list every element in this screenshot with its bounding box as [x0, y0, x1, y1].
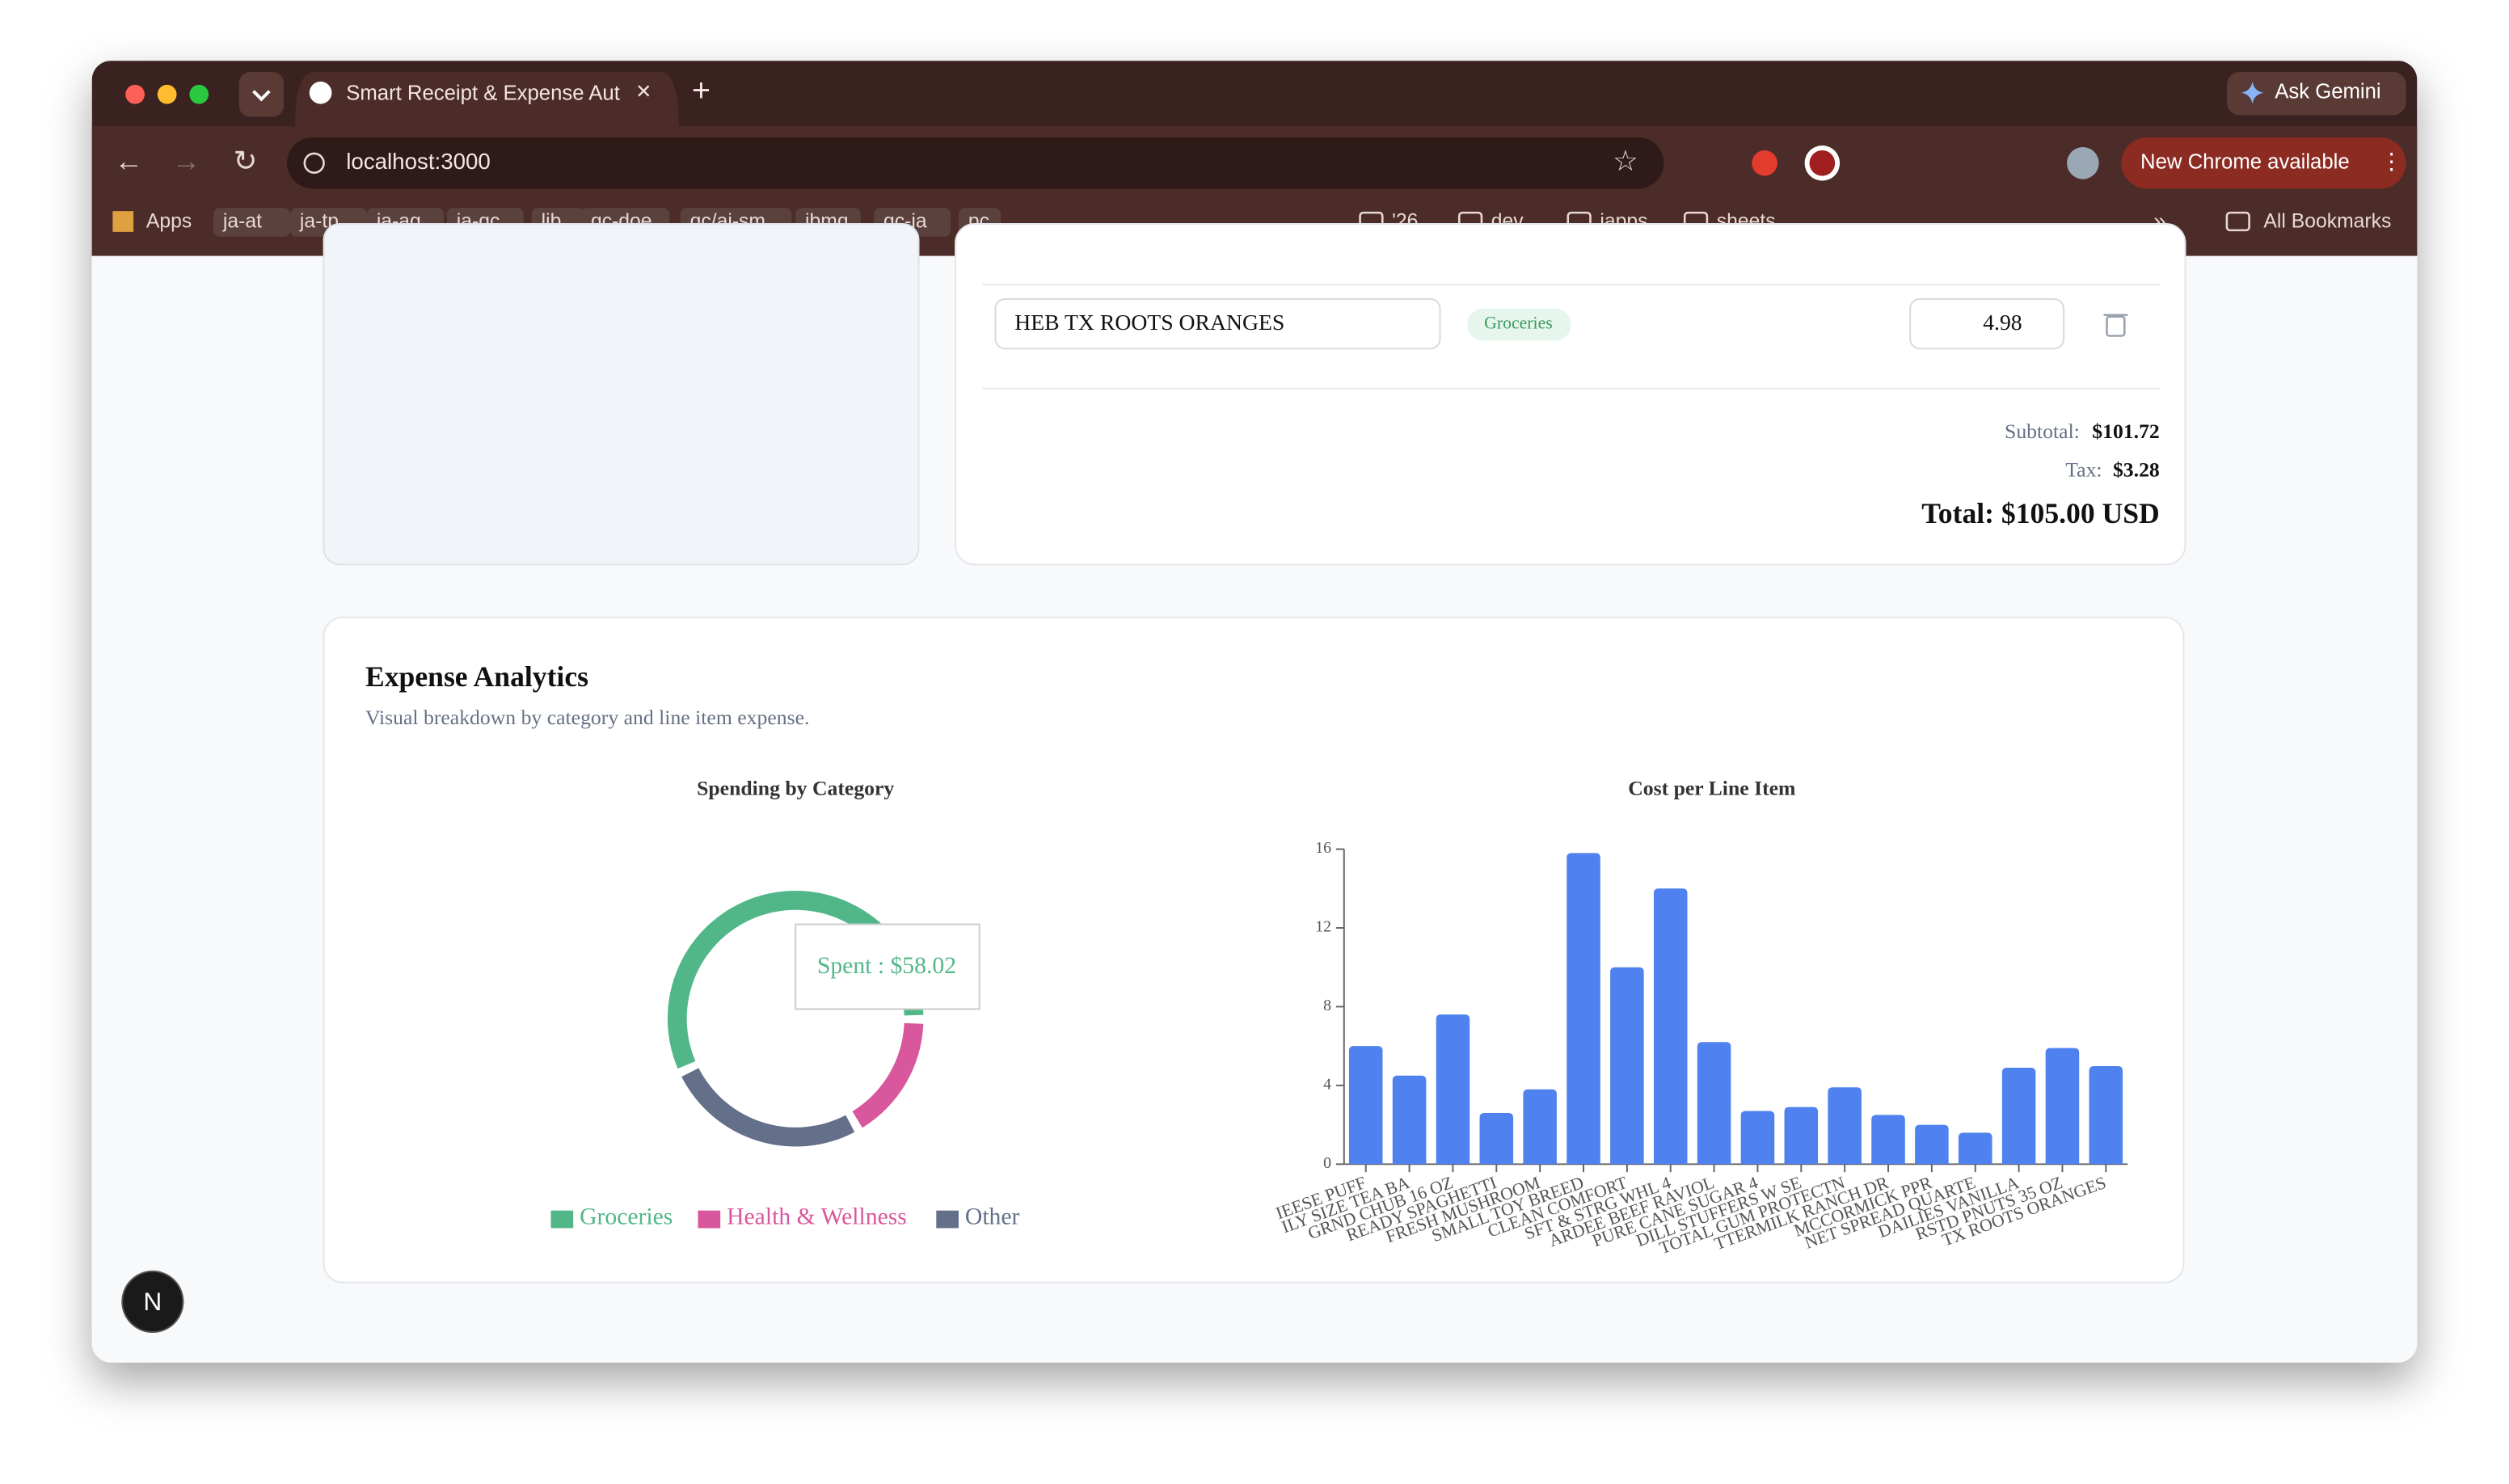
category-badge[interactable]: [1467, 308, 1571, 341]
ext-icon[interactable]: [1752, 150, 1777, 176]
subtotal-label: Subtotal:: [2005, 419, 2080, 443]
tab-menu[interactable]: [238, 72, 285, 117]
site-info[interactable]: [303, 152, 325, 174]
apps-icon: [112, 211, 134, 232]
min-dot[interactable]: [157, 84, 177, 104]
gemini-button[interactable]: [2226, 72, 2406, 116]
bar: [1958, 1132, 1992, 1165]
address-bar[interactable]: [287, 137, 1664, 189]
donut-chart: Groceries Health & Wellness Other: [550, 890, 1020, 1229]
y-tick-label: 12: [1315, 918, 1331, 936]
nextjs-button[interactable]: [121, 1270, 184, 1334]
bookmark-star[interactable]: ☆: [1613, 145, 1638, 177]
tab-title: Smart Receipt & Expense Aut: [346, 82, 620, 105]
legend-label: Health & Wellness: [727, 1204, 907, 1229]
y-tick-label: 16: [1315, 839, 1331, 857]
tax-label: Tax:: [2065, 458, 2102, 482]
nextjs-icon: N: [143, 1287, 162, 1316]
forward[interactable]: →: [172, 145, 201, 177]
bar: [1784, 1107, 1819, 1165]
bookmark[interactable]: Apps: [112, 211, 192, 233]
max-dot[interactable]: [189, 84, 209, 104]
delete-button[interactable]: [2103, 314, 2128, 337]
tab-icon: [309, 81, 332, 104]
tooltip: Spent : $58.02: [795, 923, 980, 1010]
bar: [1740, 1111, 1775, 1165]
tax: $3.28: [2113, 458, 2160, 482]
bar: [1828, 1087, 1862, 1165]
all-bookmarks[interactable]: All Bookmarks: [2263, 211, 2391, 233]
bar: [1871, 1115, 1905, 1165]
analytics-title: Expense Analytics: [365, 660, 588, 693]
url: localhost:3000: [346, 149, 491, 174]
bar: [1348, 1046, 1383, 1165]
trash-icon: [2106, 315, 2126, 337]
legend-swatch: [936, 1210, 959, 1229]
folder-icon: [2225, 211, 2250, 232]
y-tick-label: 0: [1323, 1154, 1331, 1172]
tab-close[interactable]: ×: [636, 76, 651, 105]
bar: [1392, 1075, 1427, 1165]
ext-icon[interactable]: [1809, 150, 1836, 176]
bar: [1523, 1089, 1557, 1165]
window-content: Smart Receipt & Expense Aut × + Ask Gemi…: [91, 61, 2418, 1334]
image-preview: [323, 222, 920, 566]
donut-slice: [852, 1022, 924, 1128]
kebab[interactable]: ⋮: [2380, 149, 2403, 174]
new-tab[interactable]: +: [692, 73, 711, 108]
donut-title: Spending by Category: [697, 776, 894, 799]
bar: [1567, 853, 1600, 1165]
legend-swatch: [698, 1210, 721, 1229]
close-dot[interactable]: [125, 84, 145, 104]
bar: [1436, 1014, 1470, 1165]
analytics-subtitle: Visual breakdown by category and line it…: [365, 706, 809, 729]
bar: [1479, 1112, 1514, 1165]
bookmark-label: Apps: [146, 211, 192, 233]
profile[interactable]: [2067, 147, 2099, 179]
bar: [2001, 1067, 2036, 1165]
legend-swatch: [550, 1210, 574, 1229]
bar: [2089, 1065, 2123, 1165]
donut-slice: [681, 1068, 855, 1147]
y-tick-label: 4: [1323, 1075, 1331, 1093]
legend-label: Groceries: [580, 1204, 673, 1229]
tooltip-text: Spent : $58.02: [817, 953, 956, 979]
chevron: [252, 90, 271, 102]
bar: [1610, 967, 1644, 1165]
bar: [1697, 1042, 1731, 1165]
price-input[interactable]: [1909, 297, 2065, 350]
update-button[interactable]: [2121, 137, 2406, 189]
item-name-input[interactable]: [994, 297, 1441, 350]
bar: [2045, 1048, 2080, 1165]
subtotal: $101.72: [2092, 419, 2160, 443]
bar: [1915, 1124, 1949, 1165]
tooltip-box: [795, 923, 980, 1010]
bookmark-label: ja-at: [222, 211, 262, 233]
price: 4.98: [1983, 310, 2022, 335]
legend-label: Other: [965, 1204, 1020, 1229]
total: Total: $105.00 USD: [1921, 497, 2159, 529]
bar-title: Cost per Line Item: [1628, 776, 1795, 799]
bookmark-pill: [213, 208, 290, 237]
reload[interactable]: ↻: [234, 145, 258, 177]
update-label: New Chrome available: [2140, 151, 2350, 174]
gemini-icon: [2241, 81, 2264, 104]
back[interactable]: ←: [114, 145, 143, 177]
bar: [1653, 888, 1688, 1165]
category: Groceries: [1484, 314, 1553, 333]
active-tab[interactable]: [294, 72, 679, 127]
item-name: HEB TX ROOTS ORANGES: [1014, 310, 1284, 335]
bookmark[interactable]: ja-at: [213, 208, 290, 237]
gemini-label: Ask Gemini: [2275, 81, 2380, 103]
y-tick-label: 8: [1323, 997, 1331, 1014]
